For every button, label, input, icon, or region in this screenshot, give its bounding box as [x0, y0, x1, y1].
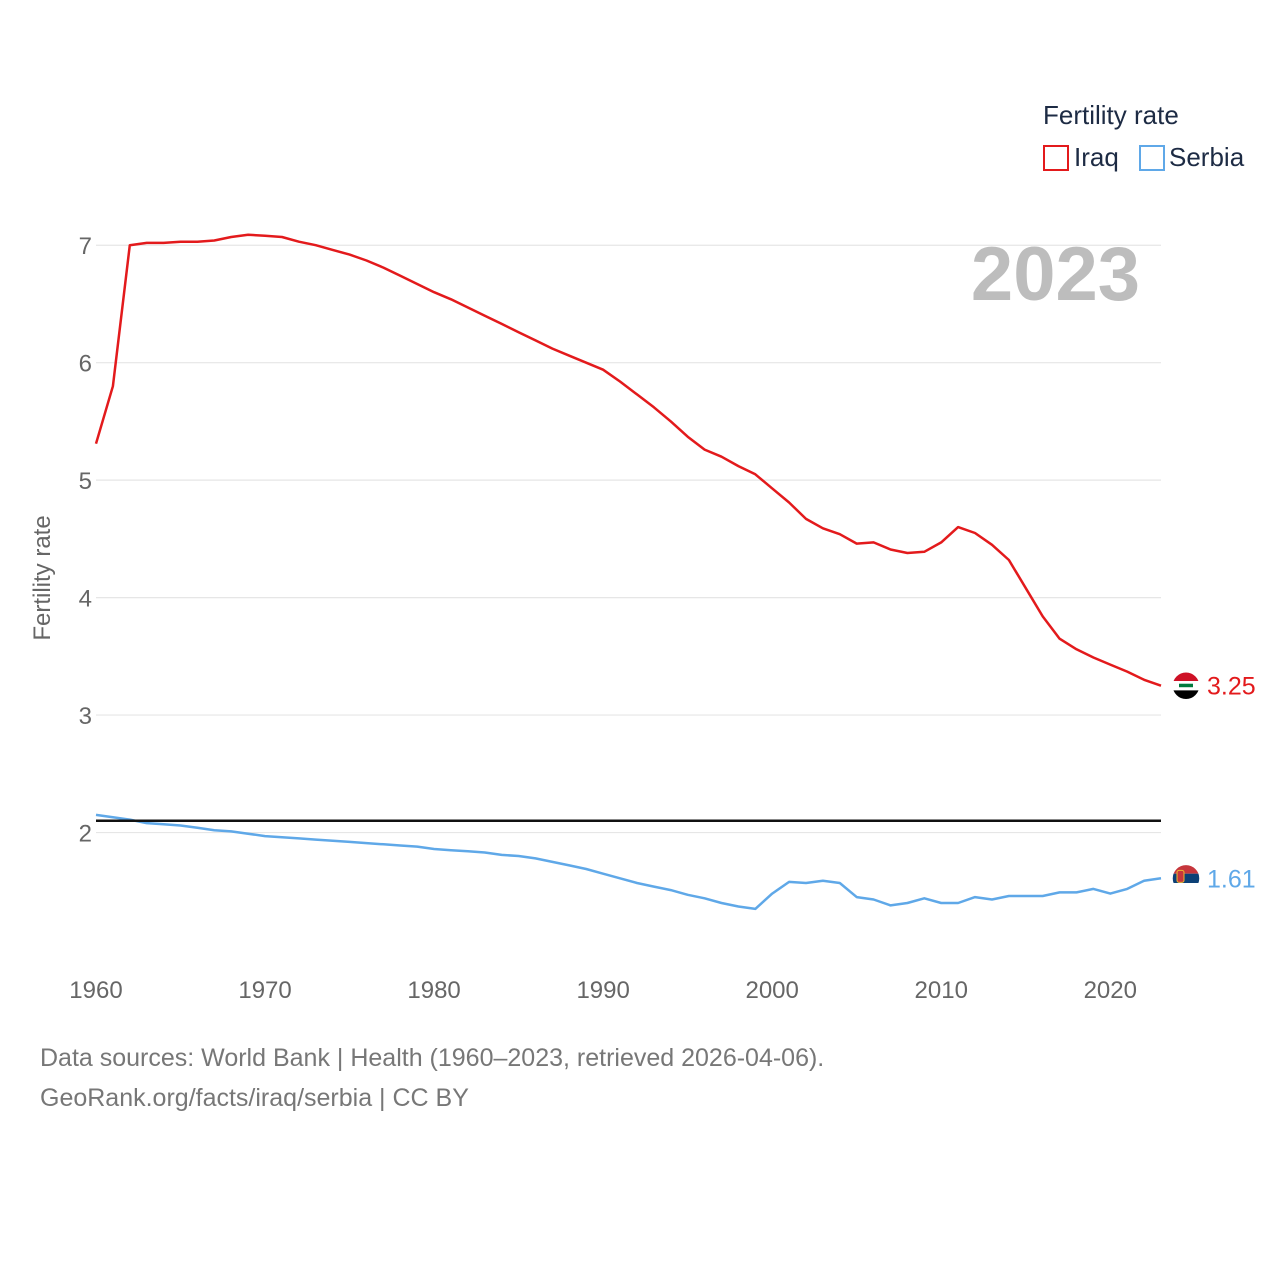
- y-axis-title: Fertility rate: [29, 515, 56, 640]
- legend-label-serbia[interactable]: Serbia: [1169, 142, 1245, 172]
- legend-title: Fertility rate: [1043, 100, 1179, 130]
- serbia-flag-emblem: [1176, 869, 1185, 883]
- x-tick-label-1960: 1960: [69, 977, 122, 1004]
- iraq-flag-emblem: [1179, 683, 1193, 688]
- legend-label-iraq[interactable]: Iraq: [1074, 142, 1119, 172]
- x-tick-label-2020: 2020: [1084, 977, 1137, 1004]
- year-overlay: 2023: [971, 232, 1140, 317]
- end-value-label-serbia: 1.61: [1207, 865, 1256, 893]
- legend-swatch-serbia[interactable]: [1139, 145, 1165, 171]
- series-line-serbia: [95, 813, 1162, 911]
- serbia-flag-blue-band: [1172, 873, 1200, 884]
- series-lines: [94, 233, 1162, 911]
- y-tick-label-2: 2: [79, 821, 92, 848]
- serbia-flag-red-band: [1172, 864, 1200, 874]
- y-tick-label-4: 4: [79, 586, 92, 613]
- legend-swatch-iraq[interactable]: [1043, 145, 1069, 171]
- y-tick-label-3: 3: [79, 703, 92, 730]
- series-end-markers: 3.25 1.61: [1171, 670, 1256, 894]
- x-axis-ticks: 1960 1970 1980 1990 2000 2010 2020: [69, 977, 1137, 1004]
- iraq-flag-red-band: [1172, 671, 1200, 682]
- iraq-flag-icon: [1171, 670, 1201, 701]
- flag-ring-serbia: [1171, 863, 1201, 894]
- iraq-flag-black-band: [1172, 690, 1200, 700]
- end-value-label-iraq: 3.25: [1207, 673, 1256, 701]
- x-tick-label-2000: 2000: [745, 977, 798, 1004]
- y-tick-label-7: 7: [79, 233, 92, 260]
- y-tick-label-6: 6: [79, 351, 92, 378]
- footer-credit: GeoRank.org/facts/iraq/serbia | CC BY: [40, 1084, 469, 1112]
- flag-ring-iraq: [1171, 670, 1201, 701]
- y-tick-label-5: 5: [79, 468, 92, 495]
- y-axis-ticks: 2 3 4 5 6 7: [79, 233, 92, 847]
- grid-lines: [96, 244, 1161, 834]
- legend: Fertility rate Iraq Serbia: [1043, 100, 1245, 172]
- x-tick-label-1970: 1970: [238, 977, 291, 1004]
- x-tick-label-1990: 1990: [576, 977, 629, 1004]
- x-tick-label-2010: 2010: [915, 977, 968, 1004]
- serbia-flag-icon: [1171, 863, 1201, 894]
- serbia-flag-white-band: [1172, 883, 1200, 893]
- footer-source: Data sources: World Bank | Health (1960–…: [40, 1044, 825, 1072]
- series-line-iraq: [94, 233, 1162, 687]
- x-tick-label-1980: 1980: [407, 977, 460, 1004]
